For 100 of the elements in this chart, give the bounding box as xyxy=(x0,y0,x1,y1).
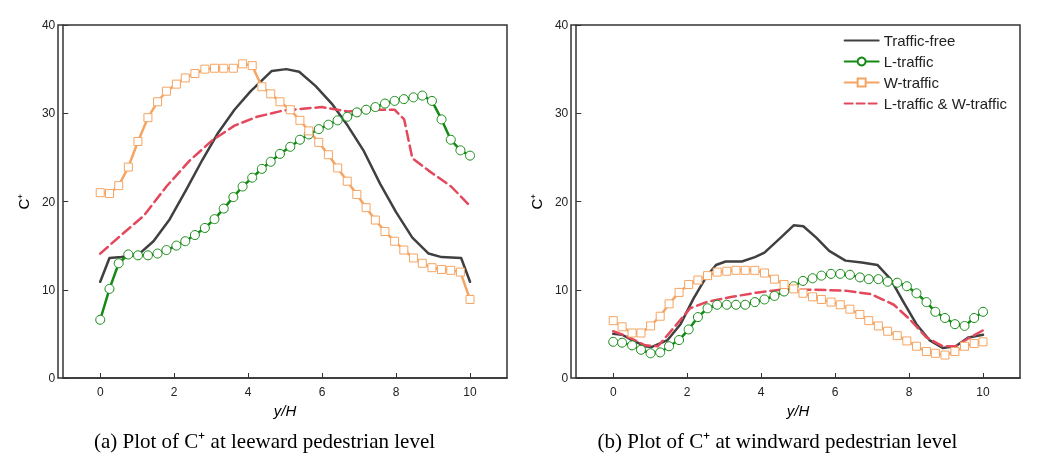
point xyxy=(247,172,258,183)
point xyxy=(731,299,741,310)
point xyxy=(855,309,865,319)
point xyxy=(209,214,220,225)
point xyxy=(313,124,324,135)
point xyxy=(285,141,296,152)
point xyxy=(171,240,182,251)
point xyxy=(740,299,751,310)
point xyxy=(209,63,219,73)
point xyxy=(342,176,352,186)
point xyxy=(380,227,390,237)
point xyxy=(361,104,372,115)
point xyxy=(465,294,475,304)
point xyxy=(960,341,970,351)
x-tick-label: 2 xyxy=(683,385,691,399)
point xyxy=(436,114,447,125)
y-tick-label: 40 xyxy=(41,18,56,32)
point xyxy=(114,181,124,191)
point xyxy=(285,105,295,115)
x-tick-label: 6 xyxy=(831,385,839,399)
point xyxy=(759,294,770,305)
x-tick-label: 10 xyxy=(976,385,991,399)
point xyxy=(930,306,941,317)
point xyxy=(171,79,181,89)
point xyxy=(835,268,846,279)
point xyxy=(104,189,114,199)
point xyxy=(238,59,248,69)
point xyxy=(351,107,362,118)
point xyxy=(902,336,912,346)
point xyxy=(323,150,333,160)
point xyxy=(636,328,646,338)
point xyxy=(445,134,456,145)
point xyxy=(844,269,855,280)
point xyxy=(978,337,988,347)
point xyxy=(911,288,922,299)
point xyxy=(864,316,874,326)
x-tick-label: 6 xyxy=(318,385,326,399)
point xyxy=(645,348,656,359)
point xyxy=(816,270,827,281)
point xyxy=(617,322,627,332)
y-tick-label: 30 xyxy=(554,106,569,121)
point xyxy=(950,347,960,357)
point xyxy=(199,222,210,233)
point xyxy=(959,320,970,331)
point xyxy=(143,113,153,123)
x-axis-title: y/H xyxy=(272,401,297,419)
y-tick-label: 10 xyxy=(41,282,56,297)
point xyxy=(408,253,418,263)
point xyxy=(399,245,409,255)
point xyxy=(863,274,874,285)
point xyxy=(608,316,618,326)
point xyxy=(247,61,257,71)
point xyxy=(882,276,893,287)
point xyxy=(911,341,921,351)
point xyxy=(370,102,381,113)
point xyxy=(304,126,314,136)
point xyxy=(797,275,808,286)
point xyxy=(295,115,305,125)
point xyxy=(398,94,409,105)
point xyxy=(655,311,665,321)
point xyxy=(712,267,722,277)
point xyxy=(712,299,723,310)
point xyxy=(627,340,638,351)
point xyxy=(180,73,190,83)
x-tick-label: 4 xyxy=(244,385,252,399)
point xyxy=(750,265,760,275)
point xyxy=(219,63,229,73)
point xyxy=(190,69,200,79)
point xyxy=(123,162,133,172)
point xyxy=(361,203,371,213)
point xyxy=(921,347,931,357)
point xyxy=(892,331,902,341)
point xyxy=(104,283,115,294)
point xyxy=(427,263,437,273)
point xyxy=(749,297,760,308)
point xyxy=(683,324,694,335)
legend-label: Traffic-free xyxy=(883,32,956,49)
point xyxy=(228,192,239,203)
point xyxy=(446,265,456,275)
point xyxy=(455,267,465,277)
point xyxy=(664,299,674,309)
y-tick-label: 0 xyxy=(48,371,56,385)
point xyxy=(161,86,171,96)
point xyxy=(664,341,675,352)
point xyxy=(731,265,741,275)
point xyxy=(627,328,637,338)
x-tick-label: 4 xyxy=(757,385,765,399)
point xyxy=(437,264,447,274)
point xyxy=(180,236,191,247)
text: (b) Plot of C⁺ at windward pedestrian level xyxy=(597,428,958,453)
point xyxy=(132,250,143,261)
point xyxy=(674,335,685,346)
point xyxy=(769,290,780,301)
point xyxy=(703,271,713,281)
point xyxy=(674,287,684,297)
point xyxy=(314,137,324,147)
point xyxy=(200,64,210,74)
point xyxy=(693,275,703,285)
point xyxy=(702,303,713,314)
point xyxy=(113,258,124,269)
